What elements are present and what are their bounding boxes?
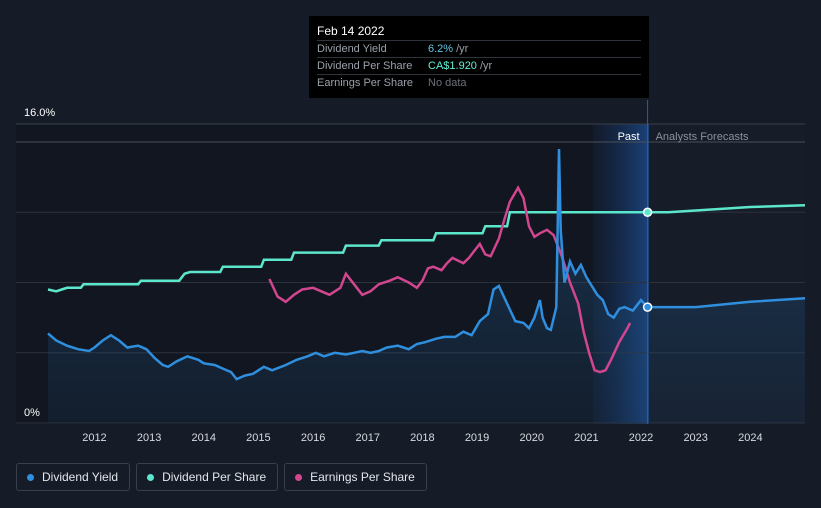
marker-point xyxy=(642,302,653,312)
legend-item-dividend-yield[interactable]: Dividend Yield xyxy=(16,463,131,491)
tooltip-row-label: Earnings Per Share xyxy=(317,77,413,89)
x-tick-label: 2015 xyxy=(246,432,270,444)
x-tick-label: 2024 xyxy=(738,432,762,444)
dividend-yield-area xyxy=(48,149,805,423)
past-label: Past xyxy=(618,131,640,143)
x-tick-label: 2014 xyxy=(192,432,216,444)
current-markers xyxy=(642,207,653,312)
legend-item-earnings-per-share[interactable]: Earnings Per Share xyxy=(284,463,427,491)
dividend-yield-line xyxy=(47,148,806,381)
legend-label: Dividend Per Share xyxy=(162,470,267,484)
y-axis-top-label: 16.0% xyxy=(24,107,55,119)
tooltip: Feb 14 2022 Dividend Yield 6.2% /yr Divi… xyxy=(309,16,649,98)
tooltip-row-unit: /yr xyxy=(456,43,469,55)
x-tick-label: 2022 xyxy=(629,432,653,444)
tooltip-row-label: Dividend Per Share xyxy=(317,60,413,72)
tooltip-row-dividend-per-share: Dividend Per Share CA$1.920 /yr xyxy=(317,57,641,74)
marker-point xyxy=(642,207,653,217)
x-tick-label: 2016 xyxy=(301,432,325,444)
tooltip-row-label: Dividend Yield xyxy=(317,43,387,55)
x-tick-label: 2023 xyxy=(683,432,707,444)
dividend-per-share-dot-icon xyxy=(147,473,155,481)
tooltip-row-earnings-per-share: Earnings Per Share No data xyxy=(317,74,641,91)
tooltip-date: Feb 14 2022 xyxy=(317,24,385,38)
x-tick-label: 2012 xyxy=(82,432,106,444)
earnings-per-share-dot-icon xyxy=(295,473,303,481)
legend-item-dividend-per-share[interactable]: Dividend Per Share xyxy=(136,463,279,491)
x-axis-ticks: 2012 2013 2014 2015 2016 2017 2018 2019 2020 2021… xyxy=(82,432,762,444)
y-axis-bottom-label: 0% xyxy=(24,407,40,419)
earnings-per-share-line xyxy=(268,185,632,374)
legend-label: Earnings Per Share xyxy=(310,470,415,484)
dividend-yield-dot-icon xyxy=(27,473,34,481)
x-tick-label: 2013 xyxy=(137,432,161,444)
tooltip-row-value: CA$1.920 xyxy=(428,60,477,72)
dividend-per-share-line xyxy=(47,203,806,293)
x-tick-label: 2018 xyxy=(410,432,434,444)
tooltip-row-unit: /yr xyxy=(479,60,493,72)
tooltip-row-value: 6.2% xyxy=(428,43,454,55)
x-tick-label: 2020 xyxy=(519,432,543,444)
tooltip-row-value: No data xyxy=(428,77,467,89)
tooltip-row-dividend-yield: Dividend Yield 6.2% /yr xyxy=(317,40,641,57)
legend: Dividend Yield Dividend Per Share Earnin… xyxy=(16,463,427,491)
legend-label: Dividend Yield xyxy=(42,470,119,484)
x-tick-label: 2021 xyxy=(574,432,598,444)
x-tick-label: 2019 xyxy=(465,432,489,444)
analysts-forecasts-label: Analysts Forecasts xyxy=(656,131,749,143)
x-tick-label: 2017 xyxy=(356,432,380,444)
